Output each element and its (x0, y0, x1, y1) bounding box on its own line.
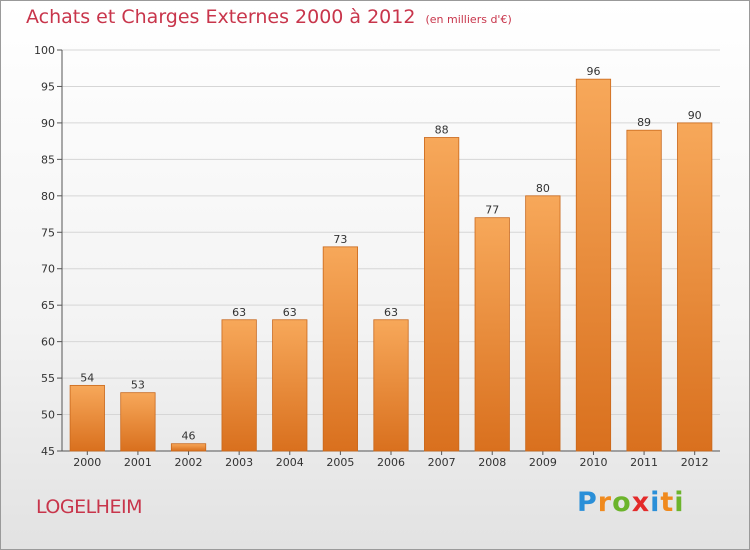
axes: 45 50 55 60 65 70 75 80 85 90 95 100 2000 2001 2002 200… (34, 44, 720, 469)
bar (677, 122, 713, 452)
y-tick-label: 50 (41, 409, 55, 422)
bar-value-label: 96 (586, 65, 600, 78)
bar (626, 129, 662, 452)
x-tick-label: 2010 (579, 456, 607, 469)
logo-letter: r (597, 487, 613, 518)
bar-value-label: 77 (485, 204, 499, 217)
bar (373, 319, 409, 452)
y-tick-label: 70 (41, 263, 55, 276)
y-tick-label: 65 (41, 299, 55, 312)
bar-value-label: 63 (384, 306, 398, 319)
x-tick-label: 2012 (681, 456, 709, 469)
bar-value-label: 46 (182, 430, 196, 443)
logo-letter: o (612, 487, 632, 518)
proxiti-logo[interactable]: Proxiti (577, 487, 685, 518)
bar-value-label: 54 (80, 371, 94, 384)
x-tick-label: 2001 (124, 456, 152, 469)
logo-letter: P (577, 487, 598, 518)
y-tick-label: 95 (41, 80, 55, 93)
chart-subtitle: (en milliers d'€) (425, 13, 512, 26)
bar (272, 319, 308, 452)
x-tick-label: 2003 (225, 456, 253, 469)
bar (322, 246, 358, 452)
bar (474, 217, 510, 452)
bars (69, 78, 713, 452)
bar (69, 384, 105, 452)
bar-value-label: 89 (637, 116, 651, 129)
chart-title-text: Achats et Charges Externes 2000 à 2012 (26, 6, 416, 28)
y-tick-label: 55 (41, 372, 55, 385)
logo-letter: x (631, 487, 651, 518)
place-name: LOGELHEIM (36, 496, 142, 518)
x-tick-label: 2004 (276, 456, 304, 469)
x-tick-label: 2011 (630, 456, 658, 469)
logo-letter: t (660, 487, 675, 518)
x-tick-label: 2007 (428, 456, 456, 469)
x-tick-label: 2006 (377, 456, 405, 469)
logo-letter: i (650, 487, 661, 518)
x-tick-label: 2000 (73, 456, 101, 469)
x-tick-label: 2009 (529, 456, 557, 469)
bar-value-label: 53 (131, 379, 145, 392)
y-tick-label: 90 (41, 117, 55, 130)
bar-value-label: 90 (688, 109, 702, 122)
y-tick-label: 60 (41, 336, 55, 349)
x-tick-label: 2002 (175, 456, 203, 469)
bar (575, 78, 612, 452)
bar-value-label: 73 (333, 233, 347, 246)
bar-value-label: 63 (283, 306, 297, 319)
bar (424, 137, 460, 452)
logo-letter: i (674, 487, 685, 518)
x-tick-label: 2008 (478, 456, 506, 469)
y-tick-label: 100 (34, 44, 55, 57)
bar (221, 319, 257, 452)
y-tick-label: 80 (41, 190, 55, 203)
y-tick-label: 75 (41, 226, 55, 239)
y-tick-label: 45 (41, 445, 55, 458)
bar (525, 195, 561, 452)
bar-value-label: 63 (232, 306, 246, 319)
bar-value-label: 88 (435, 123, 449, 136)
y-tick-label: 85 (41, 153, 55, 166)
bar-value-label: 80 (536, 182, 550, 195)
x-tick-label: 2005 (326, 456, 354, 469)
chart-title: Achats et Charges Externes 2000 à 2012 (e… (26, 6, 512, 28)
bar (170, 443, 207, 452)
bar (120, 392, 156, 452)
data-labels: 54 53 46 63 63 73 63 88 77 80 96 89 90 (80, 65, 701, 443)
